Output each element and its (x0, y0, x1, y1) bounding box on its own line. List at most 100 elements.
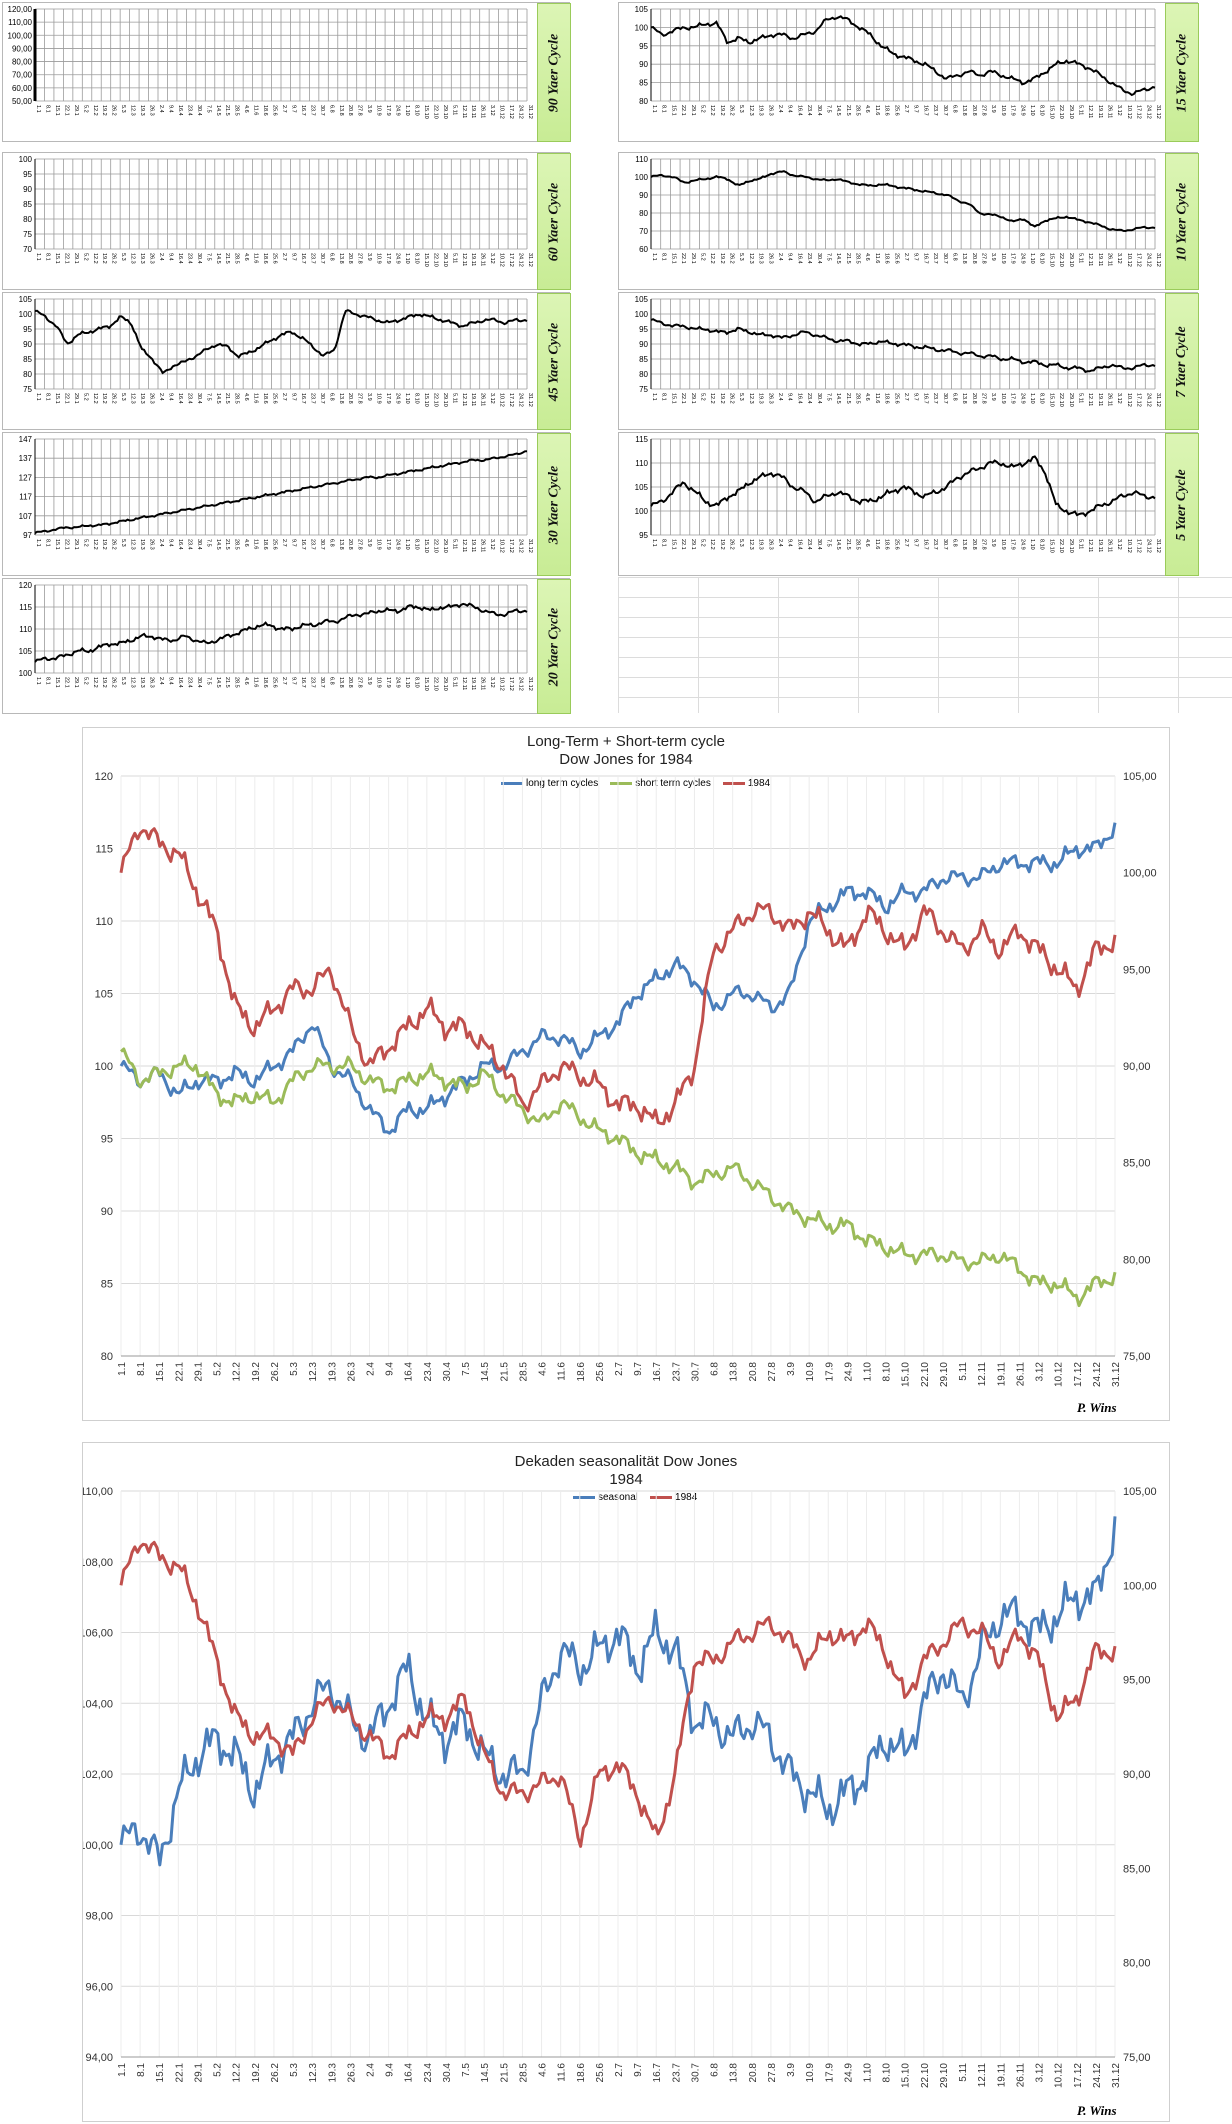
date-tick-label: 5.2 (213, 2063, 224, 2077)
date-tick-label: 5.2 (699, 539, 705, 547)
date-tick-label: 13.8 (338, 105, 344, 116)
date-tick-label: 19.3 (758, 539, 764, 550)
date-tick-label: 2.7 (614, 2063, 625, 2077)
date-tick-label: 15.10 (1048, 105, 1054, 119)
right-tick-label: 100,00 (1123, 1580, 1157, 1592)
date-tick-label: 5.11 (451, 539, 457, 549)
left-tick-label: 90 (101, 1206, 113, 1218)
date-tick-label: 26.3 (149, 253, 155, 264)
date-tick-label: 27.8 (357, 539, 363, 550)
date-tick-label: 29.1 (193, 1362, 204, 1382)
date-tick-label: 21.5 (224, 105, 230, 116)
cycle-series-line (34, 450, 528, 534)
date-tick-label: 6.8 (328, 253, 334, 261)
y-tick-label: 127 (19, 473, 33, 482)
left-tick-label: 106,00 (83, 1628, 113, 1640)
date-tick-label: 17.9 (1010, 539, 1016, 550)
date-tick-label: 17.9 (1010, 253, 1016, 264)
right-tick-label: 85,00 (1123, 1158, 1151, 1170)
date-tick-label: 29.10 (1068, 105, 1074, 119)
cycle-series-line (650, 455, 1156, 518)
date-tick-label: 15.10 (423, 677, 429, 691)
date-tick-label: 9.7 (290, 253, 296, 261)
y-tick-label: 80 (639, 370, 648, 379)
right-tick-label: 75,00 (1123, 1351, 1151, 1363)
chart1-title: Long-Term + Short-term cycle (527, 733, 725, 750)
cycle-label: 10 Yaer Cycle (1174, 182, 1190, 261)
date-tick-label: 19.11 (470, 677, 476, 690)
date-tick-label: 26.11 (480, 105, 486, 118)
date-tick-label: 2.4 (366, 1362, 377, 1376)
date-tick-label: 8.10 (413, 253, 419, 264)
date-tick-label: 30.7 (942, 393, 948, 404)
date-tick-label: 15.1 (54, 253, 60, 264)
date-tick-label: 15.10 (1048, 539, 1054, 553)
cycle-series-line (34, 309, 528, 375)
date-tick-label: 9.4 (167, 393, 173, 401)
date-tick-label: 19.11 (470, 105, 476, 118)
date-tick-label: 8.1 (661, 105, 667, 113)
date-tick-label: 9.7 (913, 253, 919, 261)
date-tick-label: 11.6 (874, 539, 880, 549)
date-tick-label: 20.8 (971, 105, 977, 116)
date-tick-label: 30.4 (196, 539, 202, 550)
date-tick-label: 25.6 (893, 253, 899, 264)
date-tick-label: 11.6 (557, 1362, 568, 1381)
date-tick-label: 12.2 (92, 253, 98, 264)
date-tick-label: 5.3 (289, 2063, 300, 2077)
date-tick-label: 18.6 (884, 539, 890, 550)
date-tick-label: 30.7 (319, 105, 325, 116)
date-tick-label: 1.1 (35, 105, 41, 113)
chart1-subtitle: Dow Jones for 1984 (559, 751, 693, 768)
y-tick-label: 100 (19, 155, 33, 164)
cycle-label-tab: 7 Yaer Cycle (1165, 293, 1199, 430)
date-tick-label: 8.10 (413, 677, 419, 688)
cycle-label: 90 Yaer Cycle (546, 33, 562, 112)
date-tick-label: 26.2 (270, 1362, 281, 1382)
cycle-label: 45 Yaer Cycle (546, 322, 562, 401)
cycle-plot: 95 100 105 110 115 1.1 8.1 15.1 22.1 29.1 5.2 12.2 1… (635, 435, 1161, 553)
date-tick-label: 26.2 (729, 105, 735, 116)
empty-spreadsheet-cells[interactable] (618, 577, 1232, 713)
date-tick-label: 1.10 (404, 539, 410, 550)
date-tick-label: 21.5 (224, 539, 230, 550)
date-tick-label: 10.12 (499, 539, 505, 553)
date-tick-label: 19.11 (996, 1362, 1007, 1387)
date-tick-label: 23.4 (186, 539, 192, 550)
date-tick-label: 26.2 (111, 539, 117, 550)
series-line-1984 (119, 1540, 1117, 1848)
date-tick-label: 19.3 (758, 393, 764, 404)
y-tick-label: 90,00 (12, 44, 33, 53)
date-tick-label: 30.7 (319, 253, 325, 264)
date-tick-label: 19.3 (327, 2063, 338, 2083)
date-tick-label: 27.8 (981, 105, 987, 116)
date-tick-label: 8.1 (136, 1362, 147, 1376)
date-tick-label: 20.8 (347, 393, 353, 404)
date-tick-label: 30.7 (942, 253, 948, 264)
y-tick-label: 80 (639, 97, 648, 106)
date-tick-label: 4.6 (243, 105, 249, 113)
date-tick-label: 12.2 (92, 393, 98, 404)
date-tick-label: 16.7 (922, 393, 928, 404)
legend-1984: 1984 (747, 778, 771, 789)
cycle-label-tab: 60 Yaer Cycle (537, 153, 571, 290)
date-tick-label: 26.2 (270, 2063, 281, 2083)
date-tick-label: 23.7 (932, 539, 938, 550)
date-tick-label: 3.9 (366, 105, 372, 113)
date-tick-label: 26.11 (480, 253, 486, 266)
date-tick-label: 2.7 (903, 539, 909, 547)
date-tick-label: 13.8 (961, 393, 967, 404)
date-tick-label: 16.4 (404, 1362, 415, 1382)
date-tick-label: 22.10 (920, 2063, 931, 2088)
cycle-label: 30 Yaer Cycle (546, 465, 562, 544)
date-tick-label: 30.7 (319, 393, 325, 404)
cycle-chart-c30: 30 Yaer Cycle 97 107 117 127 137 147 1.1 8.1 15.1… (2, 432, 571, 576)
date-tick-label: 3.12 (489, 253, 495, 264)
date-tick-label: 30.4 (196, 253, 202, 264)
date-tick-label: 17.12 (508, 677, 514, 691)
date-tick-label: 14.5 (215, 253, 221, 264)
date-tick-label: 8.10 (1039, 539, 1045, 550)
date-tick-label: 10.9 (376, 539, 382, 550)
date-tick-label: 10.12 (1126, 393, 1132, 407)
date-tick-label: 15.1 (54, 539, 60, 550)
